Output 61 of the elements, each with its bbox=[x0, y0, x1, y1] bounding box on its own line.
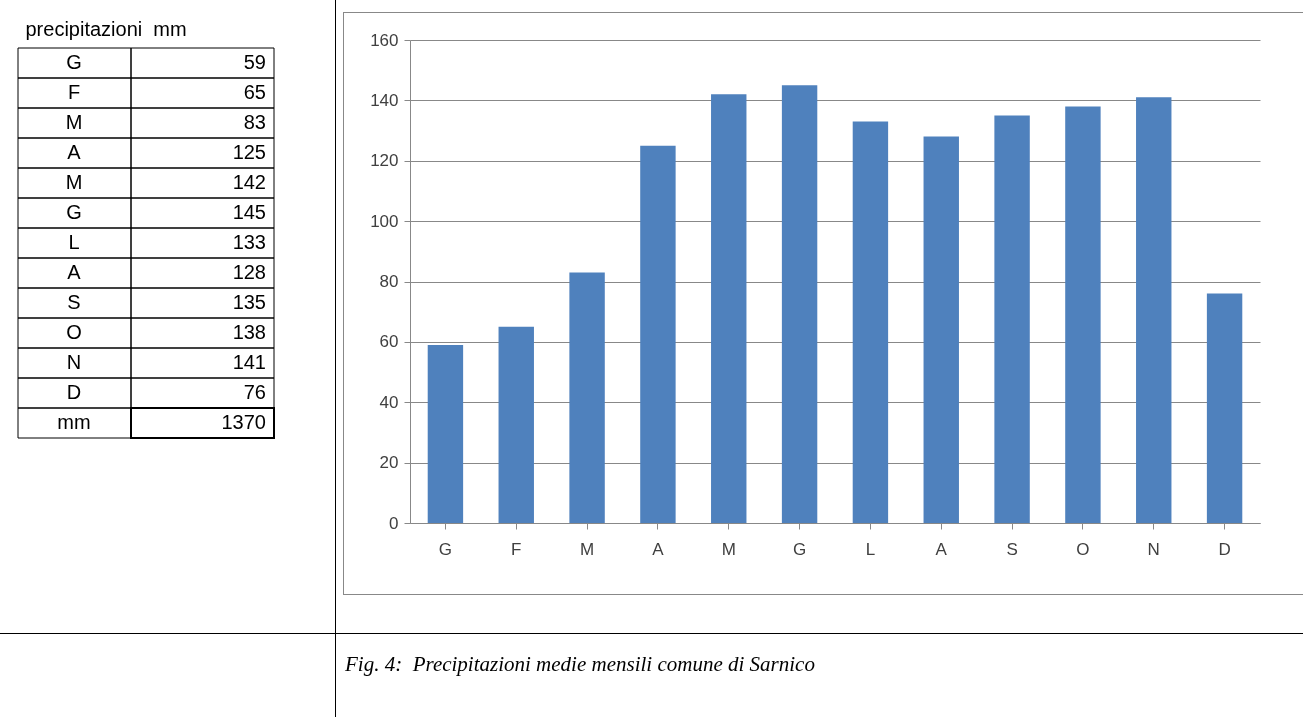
data-label: 138 bbox=[232, 321, 266, 343]
x-tick-label: G bbox=[438, 539, 453, 559]
bar bbox=[923, 136, 959, 523]
bar bbox=[640, 145, 676, 523]
data-label: 135 bbox=[232, 291, 266, 313]
data-label: 141 bbox=[232, 351, 266, 373]
data-label: 65 bbox=[243, 81, 266, 103]
data-label: 133 bbox=[232, 231, 266, 253]
category-label: A bbox=[67, 141, 82, 163]
bar bbox=[1065, 106, 1101, 523]
category-label: A bbox=[67, 261, 82, 283]
bar bbox=[781, 85, 818, 523]
y-tick-label: 60 bbox=[379, 332, 399, 352]
y-tick-label: 140 bbox=[370, 90, 399, 110]
category-label: D bbox=[66, 381, 82, 403]
x-tick-label: M bbox=[580, 539, 595, 559]
bar bbox=[852, 121, 889, 523]
y-tick-label: 20 bbox=[379, 453, 399, 473]
y-tick-label: 120 bbox=[370, 151, 399, 171]
bar bbox=[711, 94, 747, 523]
category-label: G bbox=[66, 51, 82, 73]
x-tick-label: D bbox=[1218, 539, 1231, 559]
bar bbox=[498, 326, 534, 523]
text: 1370 bbox=[221, 411, 266, 433]
bar bbox=[569, 272, 605, 523]
data-label: 83 bbox=[243, 111, 266, 133]
x-tick-label: M bbox=[721, 539, 736, 559]
x-tick-label: F bbox=[511, 539, 522, 559]
x-tick-label: A bbox=[652, 539, 665, 559]
category-label: N bbox=[66, 351, 82, 373]
data-label: 125 bbox=[232, 141, 266, 163]
x-tick-label: O bbox=[1076, 539, 1090, 559]
category-label: O bbox=[66, 321, 82, 343]
category-label: G bbox=[66, 201, 82, 223]
category-label: L bbox=[68, 231, 80, 253]
text: precipitazioni mm bbox=[25, 17, 187, 40]
y-tick-label: 0 bbox=[389, 513, 399, 533]
x-tick-label: L bbox=[865, 539, 876, 559]
category-label: M bbox=[65, 171, 83, 193]
y-tick-label: 40 bbox=[379, 392, 399, 412]
category-label: F bbox=[67, 81, 81, 103]
data-label: 59 bbox=[243, 51, 266, 73]
bar bbox=[427, 344, 464, 523]
x-tick-label: N bbox=[1147, 539, 1160, 559]
data-label: 76 bbox=[243, 381, 266, 403]
y-tick-label: 160 bbox=[370, 30, 399, 50]
y-tick-label: 100 bbox=[370, 211, 399, 231]
bar bbox=[994, 115, 1030, 523]
x-tick-label: A bbox=[935, 539, 948, 559]
data-label: 142 bbox=[232, 171, 266, 193]
bar bbox=[1206, 293, 1243, 523]
data-label: 128 bbox=[232, 261, 266, 283]
text: mm bbox=[57, 411, 91, 433]
y-tick-label: 80 bbox=[379, 272, 399, 291]
caption: Fig. 4: Precipitazioni medie mensili comune di Sarnico bbox=[345, 652, 815, 677]
x-tick-label: S bbox=[1006, 539, 1018, 559]
data-label: 145 bbox=[232, 201, 266, 223]
category-label: M bbox=[65, 111, 83, 133]
x-tick-label: G bbox=[792, 539, 807, 559]
category-label: S bbox=[67, 291, 81, 313]
bar bbox=[1136, 97, 1172, 523]
